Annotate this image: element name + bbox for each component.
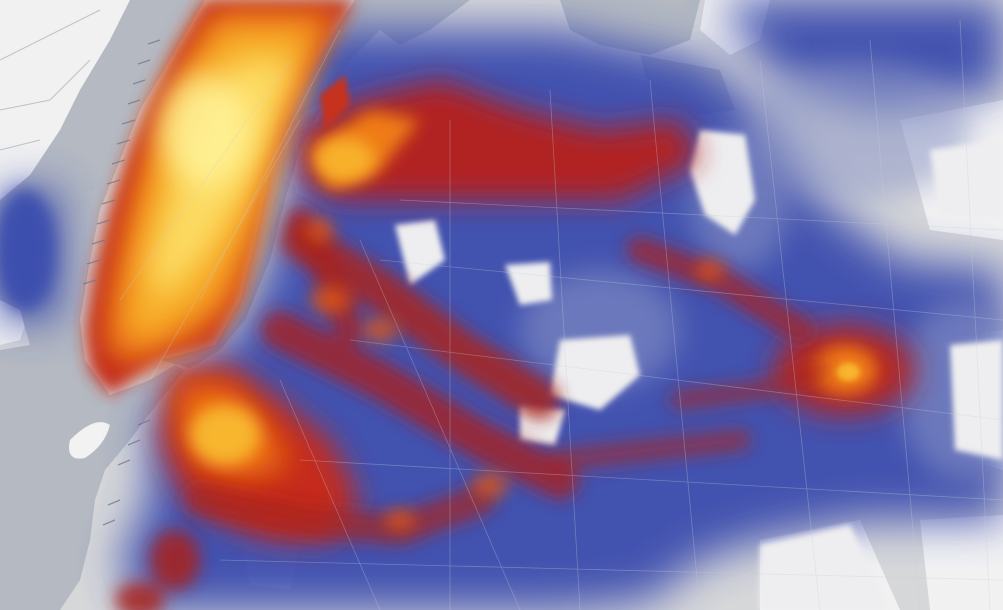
density-spots xyxy=(306,218,724,530)
density-manhattan xyxy=(85,0,355,395)
density-corridors xyxy=(185,206,830,546)
street-grid xyxy=(119,19,1003,610)
nj-coast xyxy=(0,9,101,151)
density-bay-ridge xyxy=(115,530,200,610)
density-lic-corridor xyxy=(300,75,700,200)
piers xyxy=(82,39,161,526)
density-jamaica xyxy=(775,325,915,415)
island xyxy=(69,422,110,459)
white-patches xyxy=(395,130,1003,610)
density-nj-fringe xyxy=(0,190,55,310)
